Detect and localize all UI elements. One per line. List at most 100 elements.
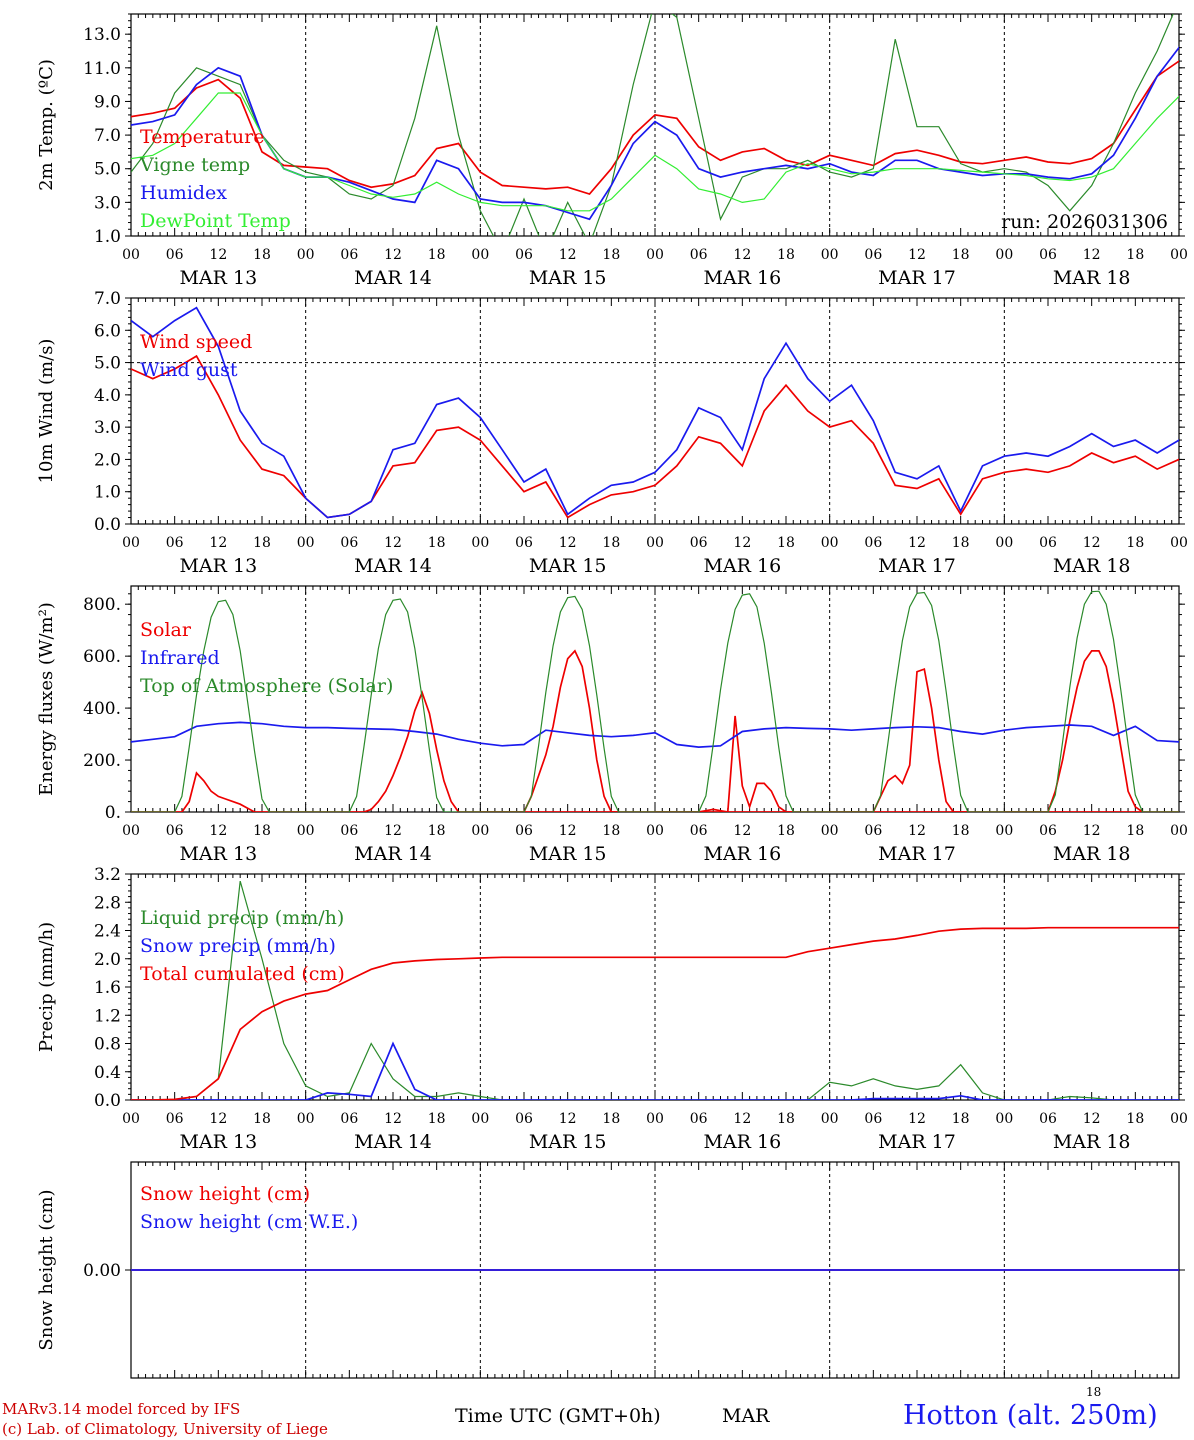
x-tick-label: 06 [864, 247, 882, 263]
x-tick-label: 18 [602, 1111, 620, 1127]
legend-entry: Wind speed [140, 331, 252, 353]
x-tick-label: 18 [952, 247, 970, 263]
day-label: MAR 14 [354, 843, 432, 865]
y-tick-label: 0. [105, 803, 121, 823]
legend-entry: DewPoint Temp [140, 210, 291, 232]
x-tick-label: 06 [864, 1111, 882, 1127]
y-tick-label: 3.2 [94, 865, 121, 885]
day-label: MAR 16 [703, 267, 781, 289]
x-tick-label: 06 [690, 1111, 708, 1127]
series-line-0-segment [655, 715, 794, 812]
x-tick-label: 06 [690, 535, 708, 551]
x-tick-label: 00 [821, 247, 839, 263]
x-tick-label: 12 [1083, 1111, 1101, 1127]
x-tick-label: 18 [428, 823, 446, 839]
x-tick-label: 18 [602, 823, 620, 839]
y-tick-label: 7.0 [94, 126, 121, 146]
day-label: MAR 13 [179, 1131, 257, 1153]
series-line-0-segment [480, 649, 619, 812]
x-tick-label: 00 [1170, 823, 1188, 839]
day-label: MAR 17 [878, 843, 956, 865]
series-line-0-segment [829, 667, 968, 812]
x-tick-label: 00 [297, 823, 315, 839]
day-label: MAR 16 [703, 555, 781, 577]
x-tick-label: 06 [1039, 1111, 1057, 1127]
legend-entry: Humidex [140, 182, 227, 204]
x-tick-label: 00 [122, 1111, 140, 1127]
x-tick-label: 18 [1126, 823, 1144, 839]
day-label: MAR 14 [354, 267, 432, 289]
x-tick-label: 18 [777, 1111, 795, 1127]
x-tick-label: 06 [166, 823, 184, 839]
day-label: MAR 14 [354, 1131, 432, 1153]
x-tick-label: 06 [340, 247, 358, 263]
x-tick-label: 12 [384, 1111, 402, 1127]
legend-entry: Snow height (cm W.E.) [140, 1211, 358, 1233]
x-tick-label: 00 [821, 1111, 839, 1127]
panel-wind: 00 06 12 18 00 06 12 18 00 06 12 18 00 06 12 18 00 06 12 18… [36, 289, 1188, 577]
series-line-0 [131, 690, 1179, 812]
day-label: MAR 18 [1053, 267, 1131, 289]
day-label: MAR 15 [529, 555, 607, 577]
series-group [131, 880, 1179, 1100]
x-tick-label: 00 [122, 823, 140, 839]
series-line-2 [131, 926, 1179, 1100]
x-tick-label: 18 [777, 247, 795, 263]
x-tick-label: 12 [559, 247, 577, 263]
y-axis-label: 10m Wind (m/s) [36, 339, 57, 484]
x-tick-label: 18 [253, 247, 271, 263]
y-tick-label: 3.0 [94, 193, 121, 213]
x-tick-label: 12 [1083, 823, 1101, 839]
x-tick-label: 00 [646, 823, 664, 839]
legend-entry: Vigne temp [139, 154, 250, 176]
day-label: MAR 16 [703, 1131, 781, 1153]
x-tick-label: 00 [471, 247, 489, 263]
y-axis-label: Energy fluxes (W/m²) [36, 602, 57, 796]
y-tick-label: 2.8 [94, 893, 121, 913]
x-tick-label: 06 [690, 823, 708, 839]
x-tick-label: 18 [952, 823, 970, 839]
x-tick-label: 06 [515, 535, 533, 551]
x-tick-label: 06 [166, 247, 184, 263]
x-tick-label: 12 [908, 247, 926, 263]
x-tick-label: 18 [602, 535, 620, 551]
x-tick-label: 00 [1170, 535, 1188, 551]
x-tick-label: 12 [384, 247, 402, 263]
series-group [131, 306, 1179, 519]
x-tick-label: 06 [340, 535, 358, 551]
x-tick-label: 00 [297, 1111, 315, 1127]
series-line-2 [131, 46, 1179, 221]
x-tick-label: 00 [297, 535, 315, 551]
panel-precip: 00 06 12 18 00 06 12 18 00 06 12 18 00 06 12 18 00 06 12 18… [36, 865, 1188, 1153]
x-tick-label: 00 [995, 247, 1013, 263]
y-tick-label: 400. [83, 699, 121, 719]
x-tick-label: 00 [122, 247, 140, 263]
x-tick-label: 12 [384, 823, 402, 839]
series-group [131, 590, 1179, 812]
y-tick-label: 1.2 [94, 1006, 121, 1026]
x-tick-label: 00 [1170, 247, 1188, 263]
y-tick-label: 13.0 [83, 25, 121, 45]
x-tick-label: 12 [209, 535, 227, 551]
x-tick-label: 12 [733, 1111, 751, 1127]
day-label: MAR 16 [703, 843, 781, 865]
day-label: MAR 15 [529, 1131, 607, 1153]
x-tick-label: 00 [995, 823, 1013, 839]
day-label: MAR 18 [1053, 555, 1131, 577]
x-tick-label: 00 [297, 247, 315, 263]
series-line-1 [131, 306, 1179, 519]
x-tick-label: 00 [471, 823, 489, 839]
x-tick-label: 00 [646, 247, 664, 263]
x-tick-label: 12 [1083, 247, 1101, 263]
time-axis-label: Time UTC (GMT+0h) [455, 1405, 661, 1427]
y-tick-label: 0.0 [94, 1091, 121, 1111]
x-tick-label: 18 [428, 535, 446, 551]
x-tick-label: 12 [908, 823, 926, 839]
series-line-0-segment [1004, 650, 1144, 812]
x-tick-label: 00 [646, 535, 664, 551]
y-tick-label: 0.0 [94, 515, 121, 535]
y-tick-label: 2.0 [94, 450, 121, 470]
x-tick-label: 00 [471, 535, 489, 551]
x-tick-label: 06 [340, 823, 358, 839]
